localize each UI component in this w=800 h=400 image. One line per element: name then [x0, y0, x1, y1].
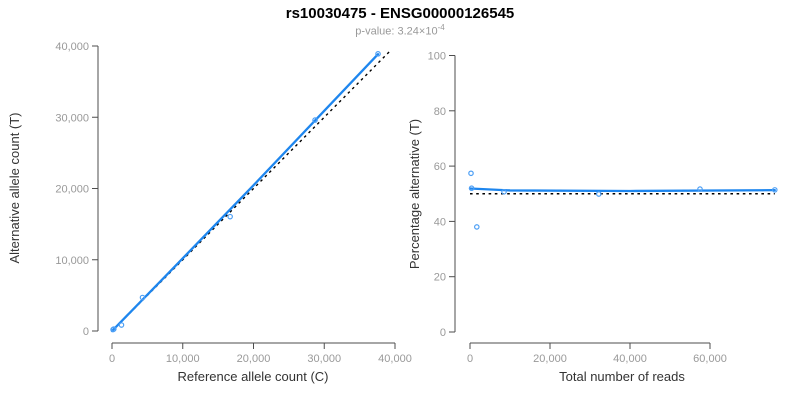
p-value-text: p-value: 3.24×10: [355, 25, 438, 38]
data-point: [139, 294, 146, 301]
x-tick-label: 0: [467, 353, 473, 365]
data-point: [111, 326, 117, 332]
y-tick-label: 40,000: [55, 41, 89, 53]
y-tick-label: 0: [440, 327, 446, 339]
y-tick-label: 100: [428, 51, 446, 63]
x-tick-label: 40,000: [613, 353, 647, 365]
x-axis-title: Total number of reads: [559, 369, 685, 384]
data-point: [771, 187, 778, 193]
y-tick-label: 0: [83, 326, 89, 338]
data-point: [227, 213, 233, 220]
y-tick-label: 60: [434, 161, 446, 173]
data-point: [468, 170, 474, 177]
data-point: [375, 51, 381, 57]
y-axis-title: Alternative allele count (T): [7, 112, 22, 263]
plot-subtitle: p-value: 3.24×10-4: [0, 23, 800, 38]
data-point: [118, 322, 125, 328]
x-tick-label: 20,000: [237, 353, 271, 365]
p-value-exponent: -4: [437, 23, 445, 32]
y-axis-title: Percentage alternative (T): [407, 119, 422, 269]
y-tick-label: 20: [434, 272, 446, 284]
data-point: [473, 224, 480, 230]
x-tick-label: 20,000: [533, 353, 567, 365]
y-tick-label: 20,000: [55, 184, 89, 196]
y-tick-label: 40: [434, 216, 446, 228]
y-tick-label: 10,000: [55, 255, 89, 267]
x-tick-label: 60,000: [693, 353, 727, 365]
fit-line: [468, 187, 776, 193]
x-tick-label: 0: [109, 353, 115, 365]
y-tick-label: 30,000: [55, 112, 89, 124]
x-axis-title: Reference allele count (C): [177, 369, 328, 384]
data-point: [595, 191, 602, 197]
y-tick-label: 80: [434, 106, 446, 118]
data-point: [697, 186, 703, 192]
plot-title: rs10030475 - ENSG00000126545: [285, 5, 515, 22]
x-tick-label: 10,000: [166, 353, 200, 365]
data-point: [468, 185, 475, 192]
reference-dashed-line: [111, 49, 392, 332]
fit-line: [110, 53, 380, 333]
x-tick-label: 40,000: [378, 353, 412, 365]
data-point: [501, 189, 507, 195]
data-point: [312, 117, 318, 123]
x-tick-label: 30,000: [307, 353, 341, 365]
